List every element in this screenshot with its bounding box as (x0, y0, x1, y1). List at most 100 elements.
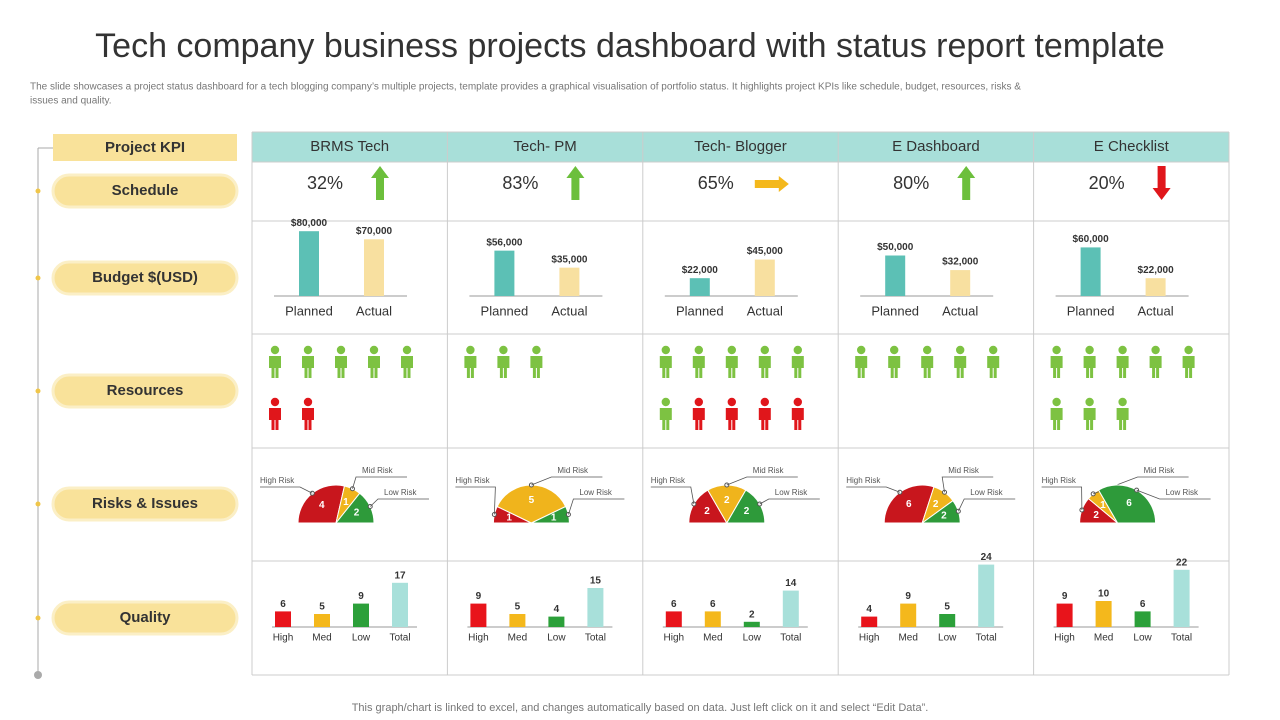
quality-category: High (273, 633, 294, 644)
kpi-pill (51, 173, 239, 209)
resource-person (692, 356, 705, 378)
quality-value: 10 (1098, 589, 1110, 600)
trend-arrow (754, 176, 789, 192)
risk-value: 6 (906, 499, 912, 510)
spine-end (34, 671, 42, 679)
resource-head (466, 345, 475, 355)
resource-person (725, 356, 738, 378)
quality-value: 5 (515, 602, 521, 613)
resource-person (1149, 356, 1162, 378)
quality-category: Low (938, 633, 957, 644)
risk-leader (260, 486, 313, 494)
kpi-pill (51, 486, 239, 522)
resource-head (890, 345, 899, 355)
risk-leader (726, 476, 798, 486)
budget-category: Planned (1067, 303, 1115, 318)
budget-value-label: $50,000 (877, 242, 914, 253)
budget-value-label: $56,000 (486, 237, 523, 248)
quality-category: Med (898, 633, 917, 644)
risk-label: High Risk (651, 476, 686, 485)
risk-leader (846, 486, 901, 493)
risk-value: 1 (1100, 500, 1106, 511)
resource-head (1151, 345, 1160, 355)
resource-head (1118, 345, 1127, 355)
quality-bar (665, 611, 682, 627)
quality-category: Total (585, 633, 606, 644)
risk-label: High Risk (455, 476, 490, 485)
quality-value: 6 (1140, 599, 1146, 610)
risk-leader (650, 486, 695, 505)
resource-head (1052, 345, 1061, 355)
quality-category: Med (1094, 633, 1113, 644)
risk-label: Mid Risk (753, 466, 785, 475)
resource-person (659, 356, 672, 378)
quality-bar (509, 614, 526, 627)
trend-arrow (566, 166, 585, 200)
budget-value-label: $80,000 (291, 218, 328, 229)
project-name: BRMS Tech (310, 138, 389, 155)
kpi-pill (51, 373, 239, 409)
quality-value: 9 (905, 591, 911, 602)
quality-category: Total (389, 633, 410, 644)
quality-bar (861, 616, 878, 627)
budget-bar (950, 270, 971, 296)
resource-person (1116, 356, 1129, 378)
project-name: Tech- Blogger (694, 138, 787, 155)
risk-value: 2 (744, 506, 750, 517)
quality-bar (587, 588, 604, 627)
kpi-label: Quality (120, 609, 172, 626)
risk-value: 2 (933, 499, 939, 510)
risk-leader (957, 498, 1016, 512)
resource-head (857, 345, 866, 355)
quality-bar (900, 603, 917, 627)
budget-value-label: $22,000 (1138, 265, 1175, 276)
risk-value: 1 (551, 513, 557, 524)
resource-head (270, 345, 280, 355)
quality-category: Total (780, 633, 801, 644)
quality-value: 15 (590, 576, 602, 587)
risk-value: 1 (343, 497, 349, 508)
trend-arrow (1152, 166, 1171, 200)
schedule-value: 20% (1089, 173, 1125, 193)
risk-label: Mid Risk (362, 466, 394, 475)
resource-head (532, 345, 541, 355)
resource-person (1083, 408, 1096, 430)
resource-person (1116, 408, 1129, 430)
budget-bar (299, 231, 319, 296)
budget-value-label: $70,000 (356, 226, 393, 237)
resource-head (956, 345, 965, 355)
resource-head (727, 397, 736, 407)
quality-value: 17 (394, 570, 406, 581)
kpi-pill (51, 600, 239, 636)
risk-leader-dot (897, 489, 903, 495)
resource-person (758, 408, 771, 430)
risk-value: 2 (704, 506, 710, 517)
kpi-dot (35, 615, 41, 621)
title: Tech company business projects dashboard… (95, 27, 1165, 65)
trend-arrow (371, 166, 389, 200)
quality-bar (548, 616, 565, 627)
quality-bar (978, 564, 995, 627)
quality-category: Med (508, 633, 527, 644)
resource-person (1050, 408, 1063, 430)
resource-head (661, 397, 670, 407)
risk-value: 5 (529, 495, 535, 506)
risk-label: Mid Risk (1144, 466, 1176, 475)
resource-head (661, 345, 670, 355)
quality-value: 4 (554, 604, 560, 615)
quality-category: High (468, 633, 489, 644)
resource-person (302, 356, 314, 378)
quality-value: 5 (944, 602, 950, 613)
resource-head (760, 397, 769, 407)
quality-value: 9 (476, 591, 482, 602)
quality-bar (782, 590, 799, 627)
quality-category: Low (547, 633, 566, 644)
resource-person (269, 356, 281, 378)
quality-value: 22 (1176, 557, 1188, 568)
resource-person (855, 356, 868, 378)
schedule-value: 32% (307, 173, 343, 193)
risk-value: 1 (506, 513, 512, 524)
risk-label: Low Risk (775, 488, 808, 497)
budget-value-label: $22,000 (682, 265, 719, 276)
